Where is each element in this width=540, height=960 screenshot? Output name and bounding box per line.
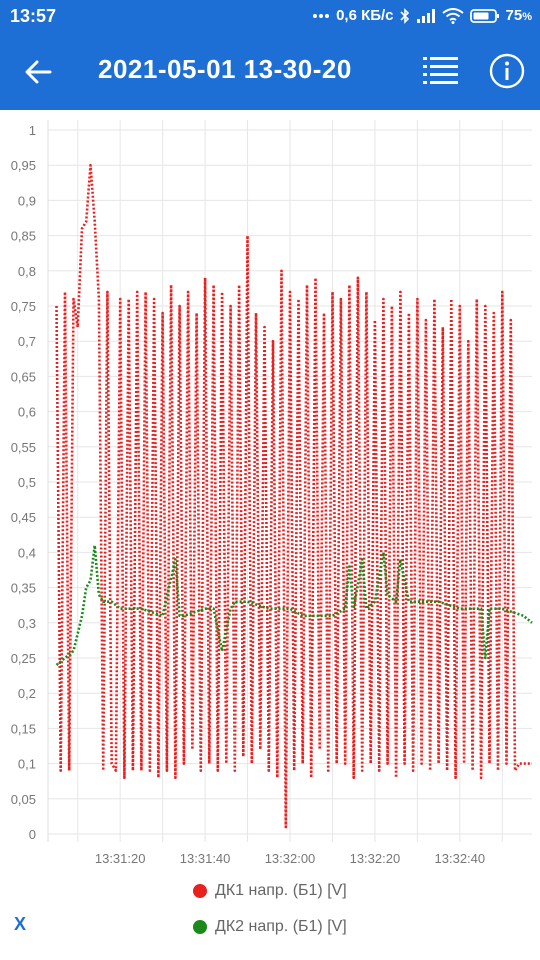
legend-label-series-1: ДК1 напр. (Б1) [V] [215,882,347,899]
y-tick-label: 0,5 [18,475,36,490]
legend-item-series-1[interactable]: ДК1 напр. (Б1) [V] [193,882,347,900]
back-button[interactable] [20,54,56,90]
list-button[interactable] [422,54,460,90]
y-tick-label: 0,35 [11,581,36,596]
legend-item-series-2[interactable]: ДК2 напр. (Б1) [V] [193,918,347,936]
y-tick-label: 0,15 [11,721,36,736]
y-tick-label: 0,75 [11,299,36,314]
legend-label-series-2: ДК2 напр. (Б1) [V] [215,918,347,935]
y-tick-label: 0,3 [18,616,36,631]
info-button[interactable] [488,52,526,90]
y-tick-label: 0,55 [11,440,36,455]
y-tick-label: 0,7 [18,334,36,349]
y-axis-ticks: 0 0,05 0,1 0,15 0,2 0,25 0,3 0,35 0,4 0,45 0,5 0,55… [11,123,36,842]
x-tick-label: 13:32:00 [265,851,316,866]
battery-icon [469,8,499,23]
back-arrow-icon [25,60,52,84]
bluetooth-icon [399,7,409,24]
chart-area[interactable]: 0 0,05 0,1 0,15 0,2 0,25 0,3 0,35 0,4 0,45 0,5 0,55… [0,110,540,870]
x-tick-label: 13:31:20 [95,851,146,866]
y-tick-label: 0,1 [18,757,36,772]
y-tick-label: 0,4 [18,545,36,560]
status-icons: 0,6 КБ/с 75% [312,7,532,24]
battery-percent: 75 [505,7,523,24]
line-chart[interactable]: 0 0,05 0,1 0,15 0,2 0,25 0,3 0,35 0,4 0,45 0,5 0,55… [0,110,540,870]
y-tick-label: 0,65 [11,369,36,384]
y-tick-label: 0,9 [18,193,36,208]
y-tick-label: 0 [29,827,36,842]
battery-unit: % [522,11,532,23]
chart-legend: ДК1 напр. (Б1) [V] ДК2 напр. (Б1) [V] [0,872,540,960]
chart-grid [47,120,532,842]
y-tick-label: 1 [29,123,36,138]
network-speed: 0,6 КБ/с [336,7,394,24]
y-tick-label: 0,85 [11,229,36,244]
app-bar: 2021-05-01 13-30-20 [0,34,540,110]
x-tick-label: 13:32:20 [350,851,401,866]
y-tick-label: 0,2 [18,686,36,701]
series-line-1 [55,163,532,829]
y-tick-label: 0,6 [18,405,36,420]
status-time: 13:57 [10,6,57,26]
y-tick-label: 0,25 [11,651,36,666]
status-bar: 13:57 0,6 КБ/с 75% [0,0,540,34]
legend-dot-series-2 [193,920,207,934]
y-tick-label: 0,45 [11,510,36,525]
x-axis-ticks: 13:31:20 13:31:40 13:32:00 13:32:20 13:32:40 [95,851,485,866]
legend-dot-series-1 [193,884,207,898]
x-tick-label: 13:31:40 [180,851,231,866]
page-title: 2021-05-01 13-30-20 [98,54,352,84]
info-icon [489,53,525,89]
y-tick-label: 0,05 [11,792,36,807]
x-button[interactable]: X [14,914,27,934]
list-icon [423,57,458,84]
x-tick-label: 13:32:40 [435,851,486,866]
wifi-icon [441,7,464,24]
series-line-2 [55,544,533,667]
y-tick-label: 0,8 [18,264,36,279]
more-dots-icon [313,13,330,18]
battery-level: 75% [506,7,532,24]
signal-icon [416,8,435,23]
y-tick-label: 0,95 [11,158,36,173]
chart-series [55,163,533,829]
